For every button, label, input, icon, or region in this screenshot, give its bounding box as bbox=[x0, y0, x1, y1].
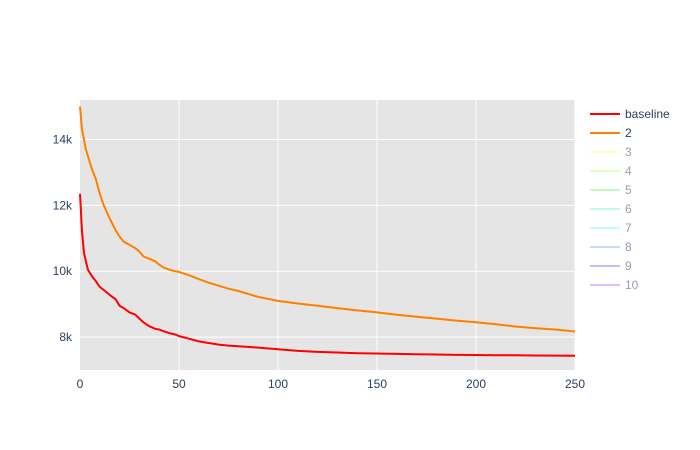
legend-label: 2 bbox=[625, 126, 632, 140]
legend-item-baseline[interactable]: baseline bbox=[590, 107, 670, 121]
legend-item-10[interactable]: 10 bbox=[590, 278, 639, 292]
x-axis: 0 50 100 150 200 250 bbox=[77, 377, 586, 391]
legend-label: 6 bbox=[625, 202, 632, 216]
legend-item-5[interactable]: 5 bbox=[590, 183, 632, 197]
legend-label: 4 bbox=[625, 164, 632, 178]
x-tick-label: 200 bbox=[466, 377, 486, 391]
grid-lines bbox=[80, 100, 576, 370]
legend-item-9[interactable]: 9 bbox=[590, 259, 632, 273]
y-tick-label: 8k bbox=[59, 330, 73, 344]
x-tick-label: 50 bbox=[172, 377, 186, 391]
y-tick-label: 14k bbox=[53, 133, 73, 147]
legend-item-3[interactable]: 3 bbox=[590, 145, 632, 159]
series-line-2 bbox=[79, 106, 576, 333]
legend-label: 8 bbox=[625, 240, 632, 254]
series-line-baseline bbox=[79, 193, 576, 357]
plot-area bbox=[80, 100, 575, 370]
x-tick-label: 250 bbox=[565, 377, 585, 391]
series-layer bbox=[79, 106, 576, 357]
x-tick-label: 150 bbox=[367, 377, 387, 391]
legend-item-6[interactable]: 6 bbox=[590, 202, 632, 216]
legend-label: 7 bbox=[625, 221, 632, 235]
legend: baseline 2 3 4 5 6 7 8 9 10 bbox=[590, 107, 670, 292]
legend-item-4[interactable]: 4 bbox=[590, 164, 632, 178]
legend-label: baseline bbox=[625, 107, 670, 121]
legend-item-2[interactable]: 2 bbox=[590, 126, 632, 140]
y-tick-label: 10k bbox=[53, 264, 73, 278]
legend-item-8[interactable]: 8 bbox=[590, 240, 632, 254]
legend-label: 9 bbox=[625, 259, 632, 273]
y-axis: 8k 10k 12k 14k bbox=[53, 133, 73, 345]
x-tick-label: 0 bbox=[77, 377, 84, 391]
legend-label: 3 bbox=[625, 145, 632, 159]
y-tick-label: 12k bbox=[53, 198, 73, 212]
x-tick-label: 100 bbox=[268, 377, 288, 391]
legend-label: 5 bbox=[625, 183, 632, 197]
legend-item-7[interactable]: 7 bbox=[590, 221, 632, 235]
legend-label: 10 bbox=[625, 278, 639, 292]
